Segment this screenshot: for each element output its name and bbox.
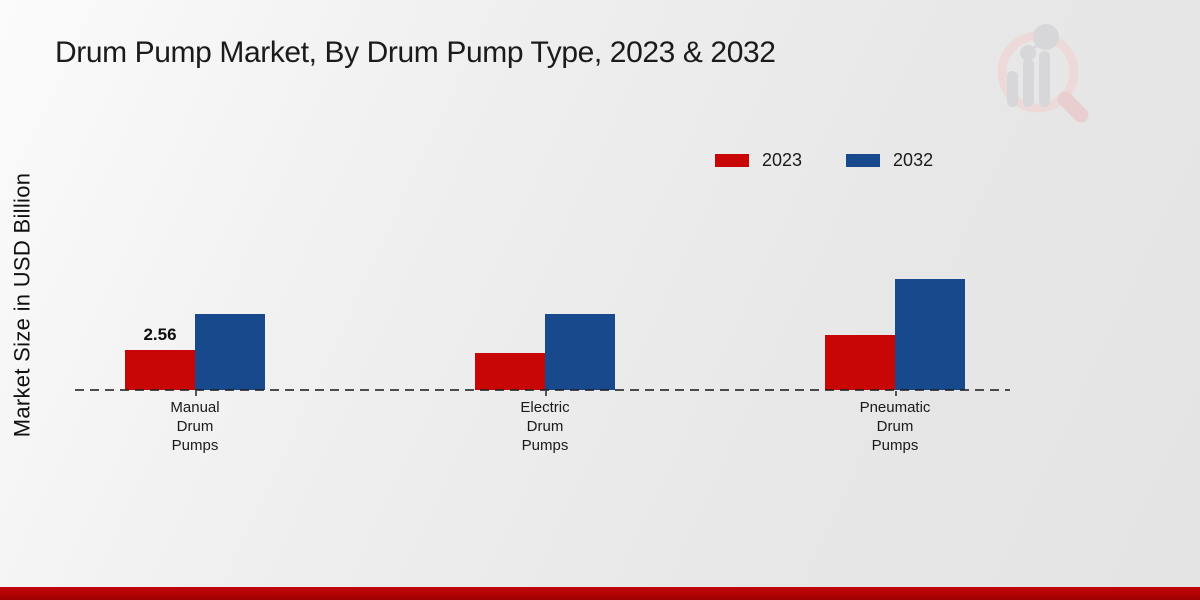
x-axis-category-label: Manual Drum Pumps [170,399,220,454]
legend-swatch-icon [846,154,881,167]
legend-item-2032: 2032 [846,150,933,171]
x-axis-category-label: Electric Drum Pumps [520,399,570,454]
market-research-chart-magnifier-logo-icon [997,24,1089,122]
bar-2032-electric-drum-pumps [545,314,615,390]
legend-label: 2023 [762,150,803,170]
bar-2023-pneumatic-drum-pumps [825,335,895,390]
legend-swatch-icon [715,154,749,167]
legend-item-2023: 2023 [715,150,802,171]
footer-accent-bar [0,587,1200,600]
x-axis-baseline [75,389,1010,391]
x-axis-tick [895,391,897,396]
bar-2023-electric-drum-pumps [475,353,545,390]
x-axis-tick [195,391,197,396]
bar-2023-manual-drum-pumps [125,350,195,390]
chart-title: Drum Pump Market, By Drum Pump Type, 202… [55,36,776,69]
bar-2032-manual-drum-pumps [195,314,265,390]
bar-2032-pneumatic-drum-pumps [895,279,965,390]
legend-label: 2032 [893,150,934,170]
bar-value-label: 2.56 [143,325,177,344]
x-axis-category-label: Pneumatic Drum Pumps [859,399,931,454]
legend: 2023 2032 [715,150,933,171]
x-axis-tick [545,391,547,396]
